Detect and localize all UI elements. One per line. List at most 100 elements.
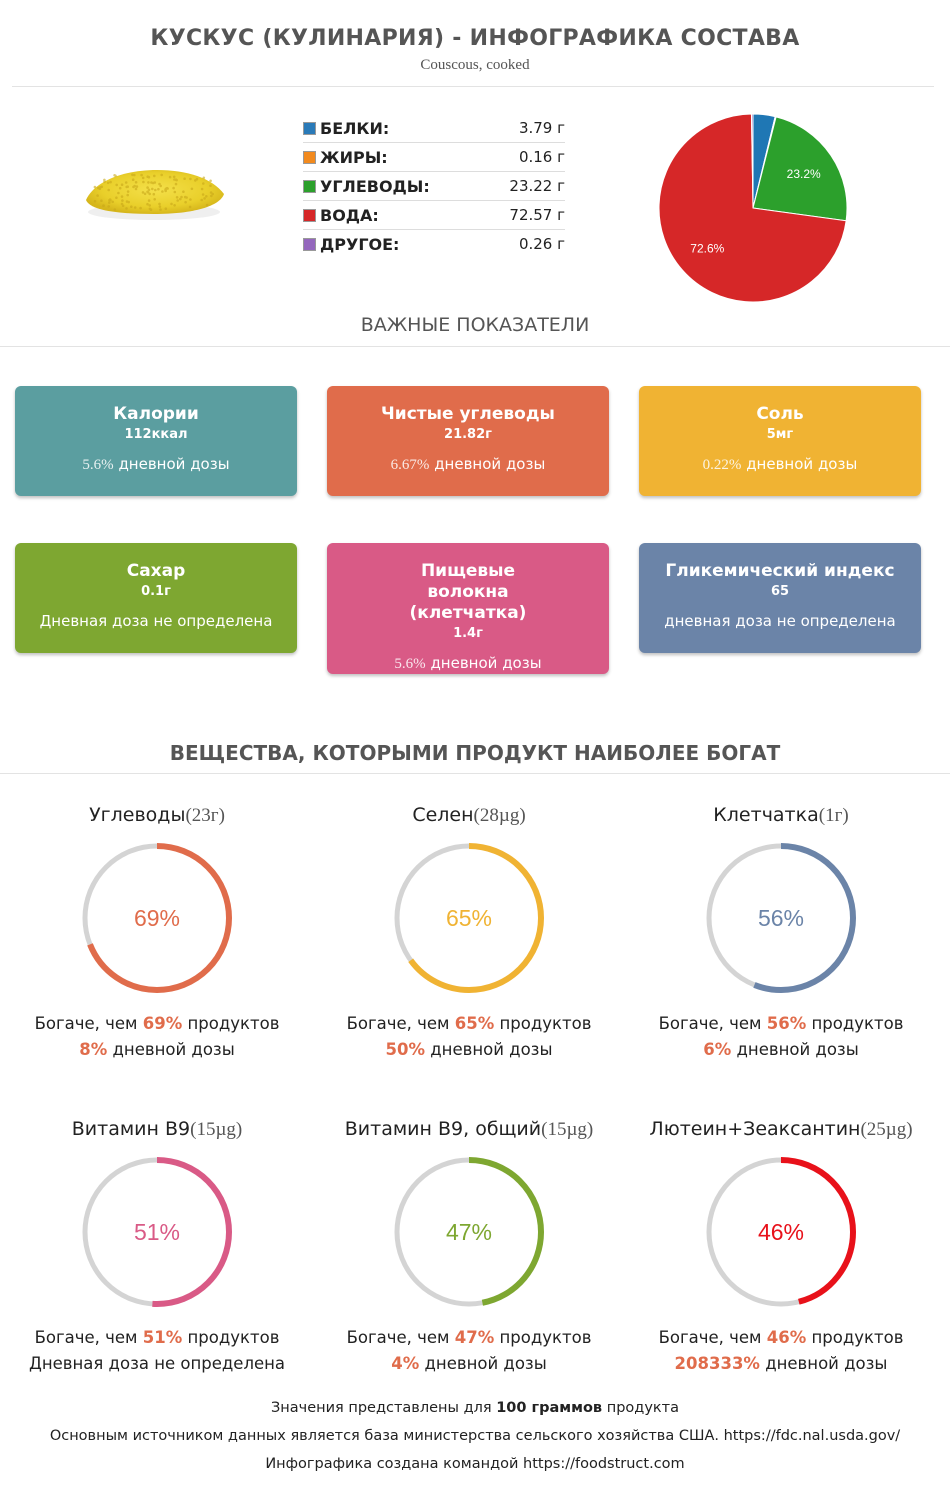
nutrient-name: Витамин B9, общий [344,1118,542,1140]
ring-progress [82,843,232,993]
ring-percent: 69% [134,905,180,931]
nutrient-title: Селен(28µg) [313,804,625,827]
daily-value: 50% [385,1040,426,1059]
nutrient-block: Селен(28µg) 65% Богаче, чем 65% продуктов 5… [313,804,625,1063]
nutrient-richer: Богаче, чем 51% продуктов [1,1325,313,1351]
nutrient-ring-chart: 51% [82,1157,232,1307]
nutrient-amount: (15µg) [190,1119,243,1140]
rich-title: ВЕЩЕСТВА, КОТОРЫМИ ПРОДУКТ НАИБОЛЕЕ БОГА… [169,741,781,765]
nutrient-ring-chart: 65% [394,843,544,993]
richer-prefix: Богаче, чем [346,1014,455,1033]
indicator-card: Гликемический индекс 65 дневная доза не оп… [639,543,921,653]
pie-slice-2 [752,116,848,222]
richer-suffix: продуктов [806,1328,904,1347]
nutrient-daily: 8% дневной дозы [1,1037,313,1063]
indicator-card: Калории 112ккал 5.6% дневной дозы [15,386,297,496]
richer-suffix: продуктов [494,1328,592,1347]
macro-value: 72.57 г [509,206,565,224]
indicator-name: Калории [113,404,199,424]
nutrient-title: Углеводы(23г) [1,804,313,827]
nutrient-block: Витамин B9, общий(15µg) 47% Богаче, чем 47… [313,1118,625,1377]
richer-prefix: Богаче, чем [346,1328,455,1347]
macro-row: БЕЛКИ: 3.79 г [303,114,565,143]
daily-value: 6% [703,1040,732,1059]
richer-value: 51% [142,1328,183,1347]
indicator-daily: 0.22% дневной дозы [639,455,921,474]
richer-suffix: продуктов [494,1014,592,1033]
indicators-title: ВАЖНЫЕ ПОКАЗАТЕЛИ [360,314,590,336]
nutrient-daily: 208333% дневной дозы [625,1351,937,1377]
macro-label: ЖИРЫ: [320,147,388,167]
richer-value: 46% [766,1328,807,1347]
nutrient-richer: Богаче, чем 46% продуктов [625,1325,937,1351]
macro-row: ВОДА: 72.57 г [303,201,565,230]
indicator-daily-label: дневной дозы [429,455,546,473]
indicator-value: 65 [770,584,790,599]
nutrient-title: Лютеин+Зеаксантин(25µg) [625,1118,937,1141]
nutrient-amount: (25µg) [860,1119,913,1140]
ring-percent: 46% [758,1219,804,1245]
daily-suffix: дневной дозы [759,1354,888,1373]
footer-text: Значения представлены для [270,1400,497,1416]
macro-row: УГЛЕВОДЫ: 23.22 г [303,172,565,201]
indicator-daily-label: дневной дозы [113,455,230,473]
indicator-daily-pct: 5.6% [82,457,114,473]
daily-value: 208333% [674,1354,760,1373]
ring-progress [706,1157,856,1307]
legend-swatch [303,237,316,251]
nutrient-amount: (28µg) [473,805,526,826]
footer-text: продукта [602,1400,679,1416]
nutrient-daily: 4% дневной дозы [313,1351,625,1377]
indicator-name: Сахар [126,561,186,581]
nutrient-name: Витамин B9 [71,1118,191,1140]
nutrient-amount: (1г) [818,805,849,826]
richer-prefix: Богаче, чем [658,1014,767,1033]
nutrient-title: Витамин B9(15µg) [1,1118,313,1141]
macro-value: 0.16 г [518,148,565,166]
indicator-daily-pct: 6.67% [390,457,430,473]
indicator-name: Пищевые волокна (клетчатка) [409,561,527,623]
indicator-daily: дневная доза не определена [639,612,921,631]
indicator-value: 1.4г [453,626,483,641]
daily-suffix: Дневная доза не определена [28,1354,286,1373]
divider [12,86,934,87]
richer-value: 65% [454,1014,495,1033]
divider [0,773,950,774]
daily-suffix: дневной дозы [419,1354,547,1373]
footer-amount: 100 [496,1400,532,1416]
richer-prefix: Богаче, чем [34,1328,143,1347]
nutrient-block: Углеводы(23г) 69% Богаче, чем 69% продукто… [1,804,313,1063]
pie-data-label: 72.6% [690,242,724,256]
indicator-value: 21.82г [444,427,492,442]
nutrient-richer: Богаче, чем 47% продуктов [313,1325,625,1351]
nutrient-ring-chart: 47% [394,1157,544,1307]
page-subtitle: Couscous, cooked [420,57,530,73]
footer-credit: Инфографика создана командой https://foo… [265,1456,685,1472]
legend-swatch [303,121,316,135]
macro-label: ВОДА: [320,205,379,225]
indicator-card: Пищевые волокна (клетчатка) 1.4г 5.6% днев… [327,543,609,674]
indicator-daily-label: дневной дозы [741,455,858,473]
nutrient-richer: Богаче, чем 56% продуктов [625,1011,937,1037]
nutrient-name: Лютеин+Зеаксантин [649,1118,861,1140]
richer-suffix: продуктов [806,1014,904,1033]
legend-swatch [303,208,316,222]
pie-data-label: 23.2% [787,167,821,181]
richer-suffix: продуктов [182,1328,280,1347]
couscous-image [82,160,227,226]
nutrient-block: Витамин B9(15µg) 51% Богаче, чем 51% проду… [1,1118,313,1377]
macro-pie-chart: 23.2% 72.6% [640,100,870,324]
indicator-value: 0.1г [141,584,171,599]
daily-suffix: дневной дозы [107,1040,235,1059]
indicator-card: Чистые углеводы 21.82г 6.67% дневной дозы [327,386,609,496]
macro-row: ЖИРЫ: 0.16 г [303,143,565,172]
nutrient-title: Витамин B9, общий(15µg) [313,1118,625,1141]
ring-progress [706,843,856,993]
page-title: КУСКУС (КУЛИНАРИЯ) - ИНФОГРАФИКА СОСТАВА [150,26,800,51]
macro-table: БЕЛКИ: 3.79 г ЖИРЫ: 0.16 г УГЛЕВОДЫ: 23.22 г В… [303,114,565,258]
nutrient-ring-chart: 46% [706,1157,856,1307]
nutrient-name: Клетчатка [713,804,819,826]
nutrient-amount: (23г) [185,805,225,826]
ring-percent: 56% [758,905,804,931]
macro-label: УГЛЕВОДЫ: [320,176,430,196]
